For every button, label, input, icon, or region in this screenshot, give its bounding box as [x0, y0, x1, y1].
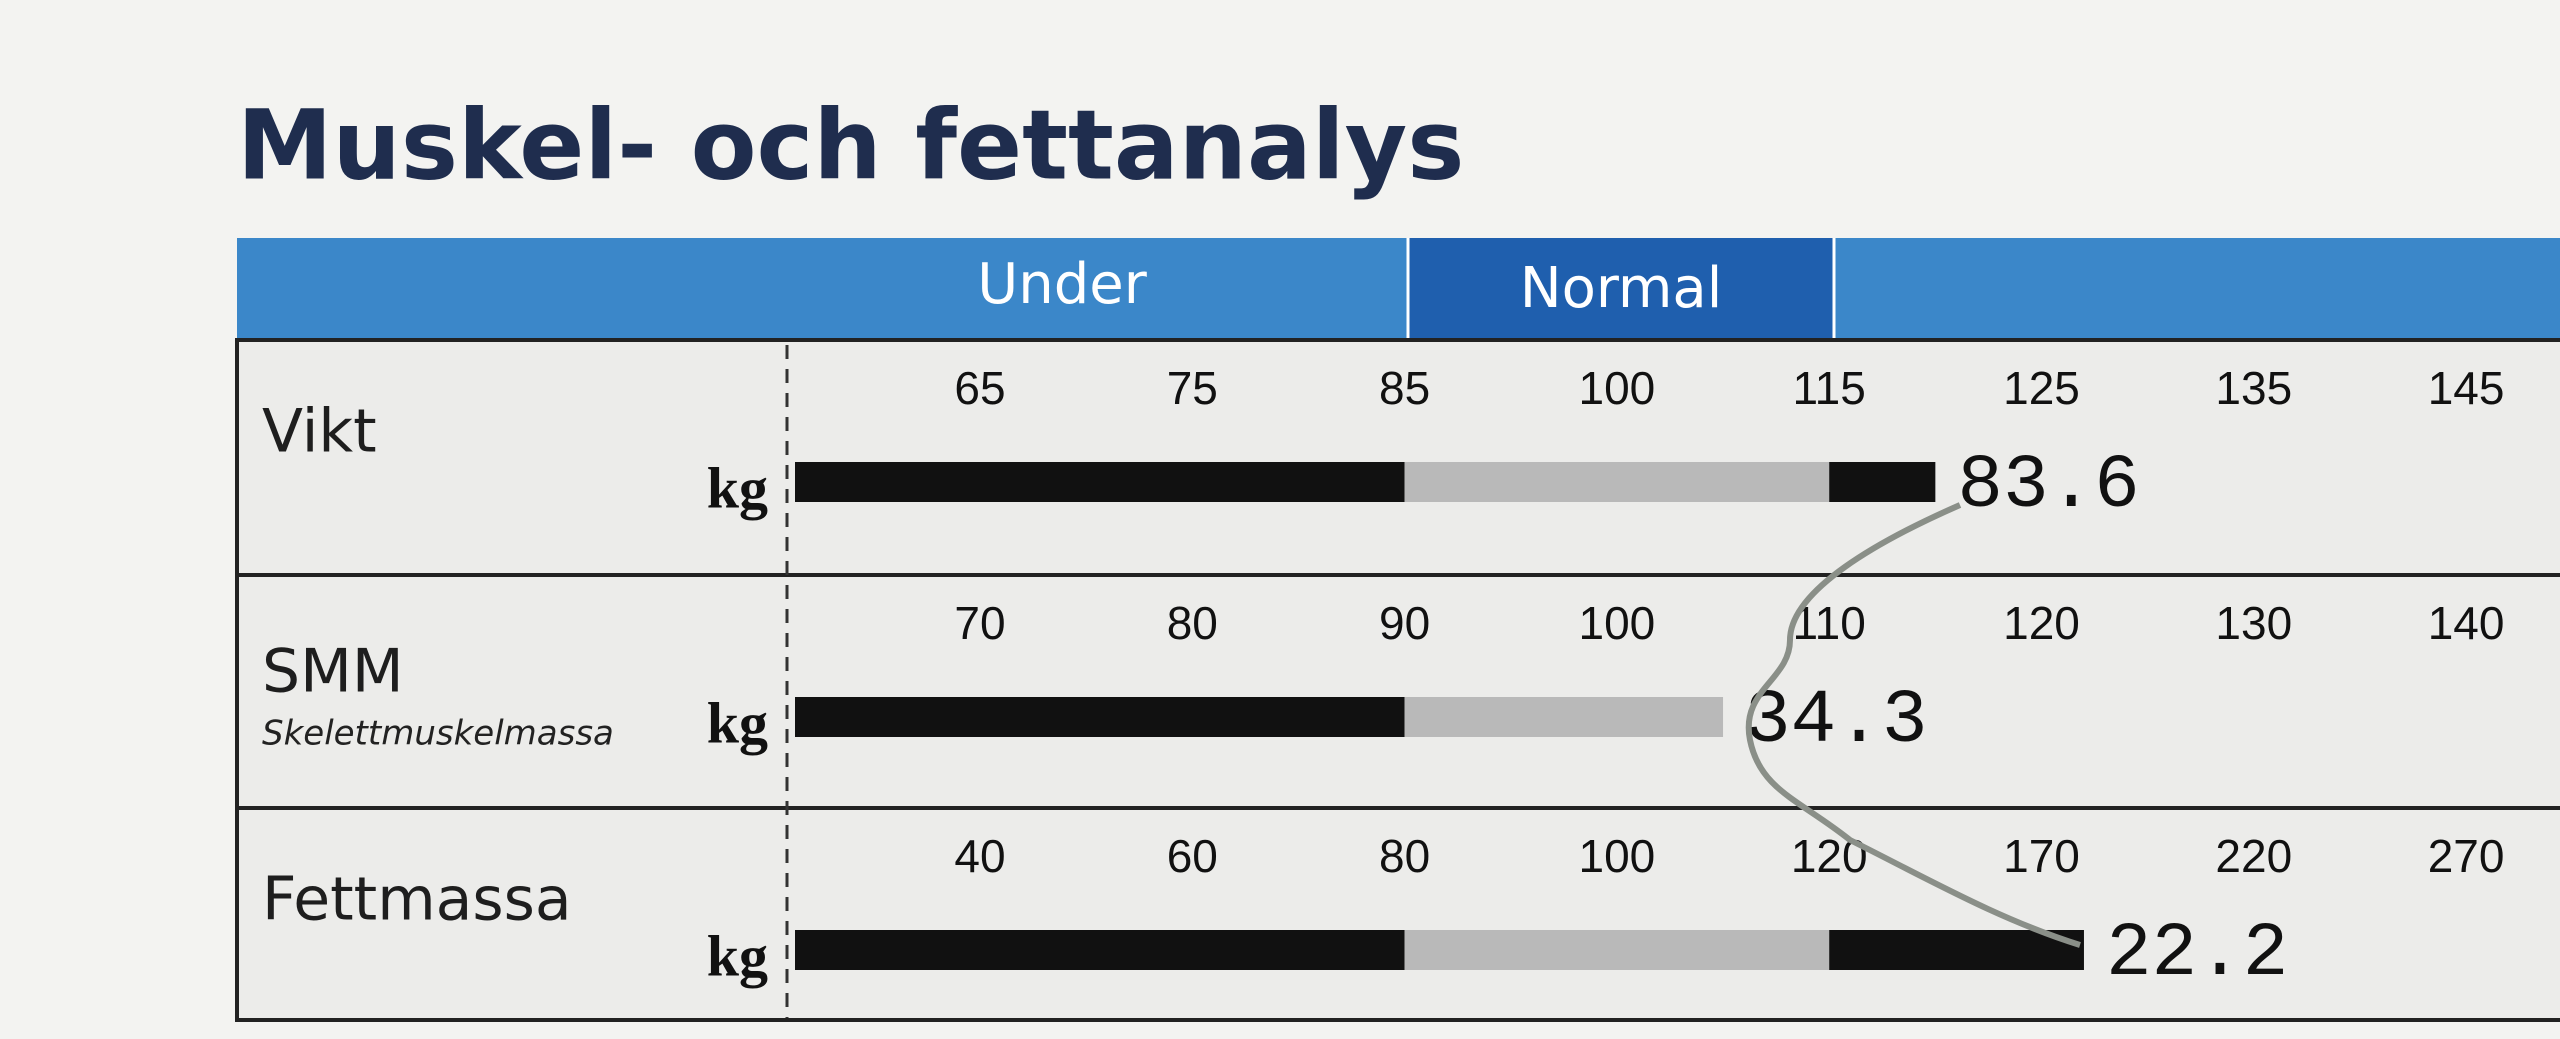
- tick-label: 130: [2215, 597, 2292, 649]
- bar-segment: [795, 697, 1405, 737]
- tick-label: 220: [2215, 830, 2292, 882]
- table: [235, 338, 2560, 1022]
- tick-label: 140: [2428, 597, 2505, 649]
- value: 83.6: [1957, 443, 2139, 529]
- tick-label: 120: [2003, 597, 2080, 649]
- tick-label: 100: [1579, 830, 1656, 882]
- tick-label: 100: [1579, 362, 1656, 414]
- tick-label: 145: [2428, 362, 2505, 414]
- bar-segment: [1829, 462, 1936, 502]
- title: Muskel- och fettanalys: [237, 89, 1464, 201]
- bar-segment: [1829, 930, 2084, 970]
- tick-label: 120: [1791, 830, 1868, 882]
- tick-label: 65: [954, 362, 1005, 414]
- tick-label: 125: [2003, 362, 2080, 414]
- tick-label: 135: [2215, 362, 2292, 414]
- value: 22.2: [2106, 911, 2288, 997]
- tick-label: 80: [1379, 830, 1430, 882]
- value: 34.3: [1745, 678, 1927, 764]
- normal-zone: [1408, 238, 1834, 340]
- bar-segment: [795, 462, 1405, 502]
- tick-label: 70: [954, 597, 1005, 649]
- rows: Vikt kg 65 75 85 100 115 125 135 145 83.6 SMM Skelet…: [262, 362, 2504, 997]
- unit: kg: [707, 690, 768, 755]
- zone-label: Under: [977, 252, 1147, 317]
- unit: kg: [707, 923, 768, 988]
- row-label: Vikt: [262, 397, 377, 467]
- tick-label: 40: [954, 830, 1005, 882]
- row-label: SMM: [262, 637, 404, 707]
- tick-label: 80: [1167, 597, 1218, 649]
- bar-segment: [1404, 930, 1830, 970]
- unit: kg: [707, 455, 768, 520]
- tick-label: 90: [1379, 597, 1430, 649]
- pen-stroke: [1745, 502, 2081, 948]
- tick-label: 100: [1579, 597, 1656, 649]
- header-band: [237, 238, 2560, 340]
- row-sublabel: Skelettmuskelmassa: [262, 714, 614, 754]
- zone-label: Normal: [1520, 256, 1723, 321]
- bar-segment: [1404, 697, 1724, 737]
- bar-segment: [795, 930, 1405, 970]
- tick-label: 170: [2003, 830, 2080, 882]
- tick-label: 85: [1379, 362, 1430, 414]
- tick-label: 75: [1167, 362, 1218, 414]
- row-label: Fettmassa: [262, 865, 572, 935]
- tick-label: 270: [2428, 830, 2505, 882]
- tick-label: 60: [1167, 830, 1218, 882]
- bar-segment: [1404, 462, 1830, 502]
- tick-label: 115: [1793, 362, 1866, 414]
